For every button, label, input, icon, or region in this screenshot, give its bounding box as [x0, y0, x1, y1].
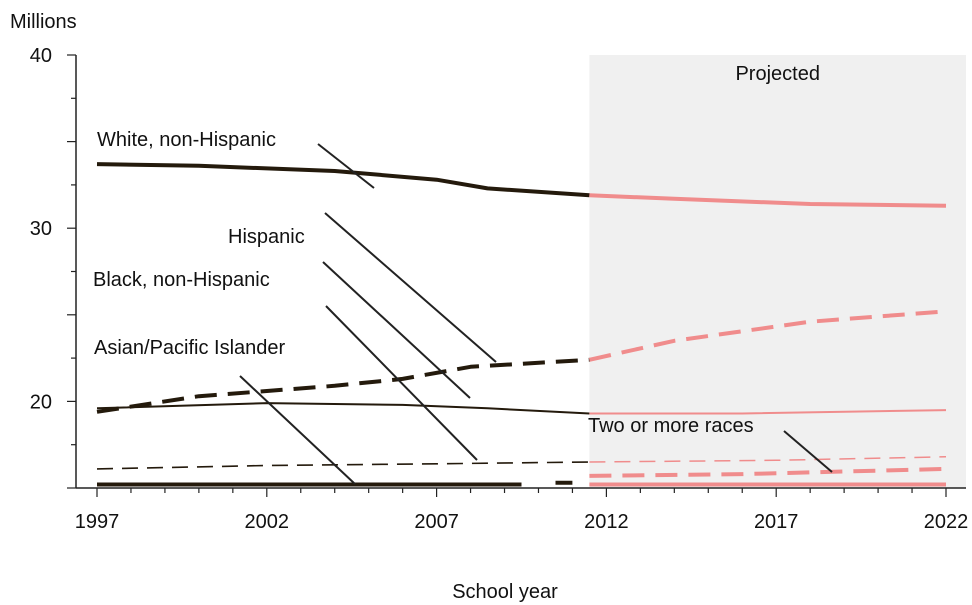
annotation-label: Black, non-Hispanic [93, 269, 270, 291]
hispanic-projected-line [588, 309, 947, 362]
asian-pacific-islander-projected-line [589, 456, 947, 463]
black-non-hispanic-actual-line [96, 402, 590, 415]
annotation-hispanic: Hispanic [228, 212, 497, 363]
projected-band [589, 55, 966, 488]
white-non-hispanic-actual-line [96, 162, 590, 198]
annotation-asian-pacific-islander: Asian/Pacific Islander [94, 305, 478, 461]
series-white-non-hispanic [96, 162, 947, 208]
leader-line [322, 261, 471, 399]
leader-line [325, 305, 478, 461]
series-asian-pacific-islander [96, 456, 947, 470]
x-tick-label: 2017 [754, 511, 799, 533]
leader-line [324, 212, 497, 363]
y-tick-label: 20 [30, 391, 52, 413]
black-non-hispanic-projected-line [589, 409, 947, 415]
annotation-label: Two or more races [588, 415, 754, 437]
leader-line [317, 143, 375, 189]
x-tick-label: 2007 [414, 511, 459, 533]
annotation-label: Hispanic [228, 226, 305, 248]
annotation-white-non-hispanic: White, non-Hispanic [97, 129, 375, 189]
annotation-two-or-more-races: Two or more races [588, 415, 833, 473]
series-two-or-more-races [555, 466, 947, 485]
annotation-black-non-hispanic: Black, non-Hispanic [93, 261, 471, 399]
asian-pacific-islander-actual-line [96, 461, 590, 470]
two-or-more-races-projected-line [589, 466, 947, 478]
x-axis-label: School year [452, 581, 558, 603]
x-tick-label: 1997 [75, 511, 120, 533]
series-layer [96, 162, 947, 487]
x-tick-label: 2012 [584, 511, 629, 533]
y-axis-label: Millions [10, 11, 77, 33]
projected-label: Projected [735, 63, 820, 85]
y-ticks: 40 30 20 [30, 45, 76, 489]
y-tick-label: 40 [30, 45, 52, 67]
x-ticks: 1997 2002 2007 2012 2017 2022 [75, 488, 969, 533]
annotation-label: White, non-Hispanic [97, 129, 276, 151]
hispanic-actual-line [96, 357, 590, 414]
annotation-label: Asian/Pacific Islander [94, 337, 286, 359]
leader-line-secondary [239, 375, 356, 485]
leader-line [783, 430, 833, 473]
series-hispanic [96, 309, 947, 414]
white-non-hispanic-projected-line [589, 193, 947, 208]
x-tick-label: 2002 [245, 511, 290, 533]
y-tick-label: 30 [30, 218, 52, 240]
annotations: White, non-Hispanic Hispanic Black, non-Hi… [93, 129, 833, 485]
x-tick-label: 2022 [924, 511, 969, 533]
series-black-non-hispanic [96, 402, 947, 415]
